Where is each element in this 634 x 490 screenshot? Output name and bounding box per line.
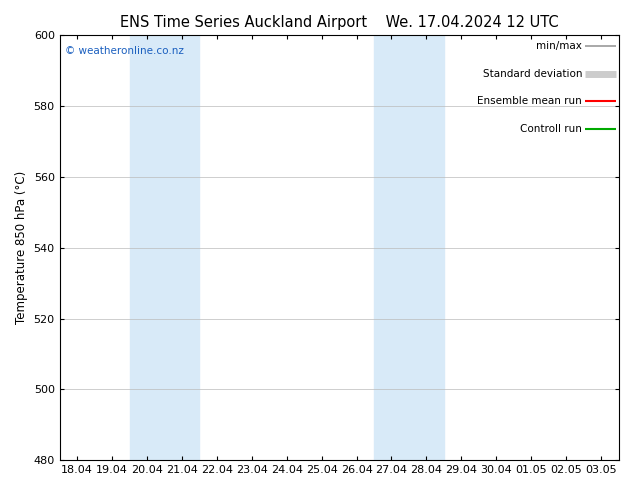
Y-axis label: Temperature 850 hPa (°C): Temperature 850 hPa (°C) [15,171,28,324]
Text: Standard deviation: Standard deviation [482,69,582,78]
Text: Ensemble mean run: Ensemble mean run [477,96,582,106]
Text: © weatheronline.co.nz: © weatheronline.co.nz [65,46,184,56]
Title: ENS Time Series Auckland Airport    We. 17.04.2024 12 UTC: ENS Time Series Auckland Airport We. 17.… [120,15,559,30]
Text: Controll run: Controll run [521,124,582,134]
Bar [129,35,199,460]
Text: min/max: min/max [536,41,582,51]
Bar [374,35,444,460]
